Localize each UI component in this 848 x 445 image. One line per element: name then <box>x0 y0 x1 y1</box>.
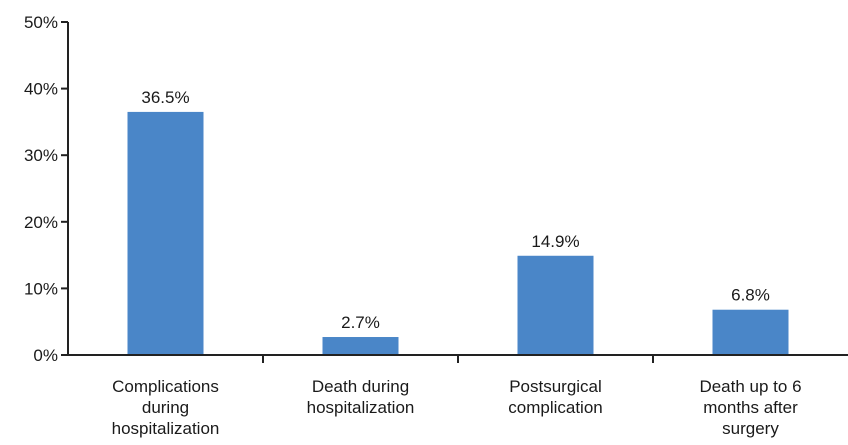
data-label: 36.5% <box>141 88 189 107</box>
x-category-label: Death up to 6 <box>699 377 801 396</box>
x-category-label: hospitalization <box>112 419 220 438</box>
x-category-label: months after <box>703 398 798 417</box>
labels-layer: 0% 10% 20% 30% 40% 50% 36.5% Complications durin… <box>24 13 802 438</box>
bar <box>322 337 399 355</box>
x-category-label: Postsurgical <box>509 377 602 396</box>
y-tick-label: 0% <box>33 346 58 365</box>
data-label: 6.8% <box>731 286 770 305</box>
data-label: 2.7% <box>341 313 380 332</box>
axes-layer <box>61 21 848 363</box>
y-tick-label: 40% <box>24 80 58 99</box>
y-tick-label: 30% <box>24 146 58 165</box>
bar <box>712 309 789 355</box>
y-tick-label: 50% <box>24 13 58 32</box>
x-category-label: during <box>142 398 189 417</box>
bar <box>517 255 594 355</box>
x-category-label: complication <box>508 398 603 417</box>
x-category-label: hospitalization <box>307 398 415 417</box>
data-label: 14.9% <box>531 232 579 251</box>
bar <box>127 111 204 355</box>
x-category-label: Complications <box>112 377 219 396</box>
y-tick-label: 20% <box>24 213 58 232</box>
bars-layer <box>127 111 789 355</box>
x-category-label: surgery <box>722 419 779 438</box>
y-tick-label: 10% <box>24 279 58 298</box>
x-category-label: Death during <box>312 377 409 396</box>
